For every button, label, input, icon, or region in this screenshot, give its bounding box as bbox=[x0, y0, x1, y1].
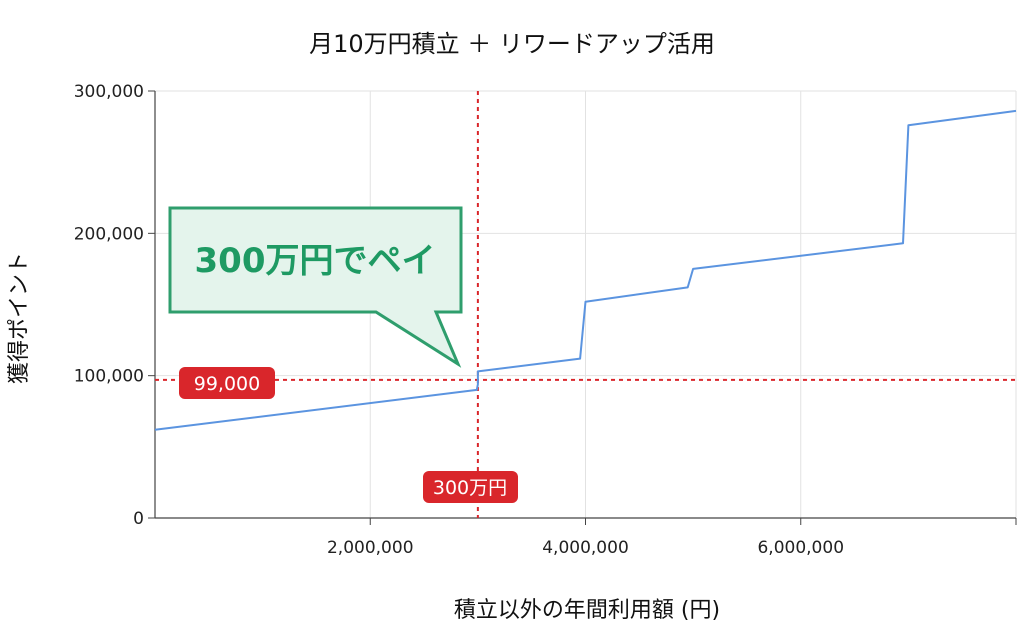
series-layer bbox=[154, 109, 1017, 431]
axes bbox=[148, 90, 1017, 525]
reference-x-badge-label: 300万円 bbox=[433, 477, 507, 499]
series-line bbox=[154, 109, 1017, 431]
x-tick-label: 2,000,000 bbox=[327, 538, 414, 558]
reference-y-badge-box bbox=[179, 367, 275, 399]
y-tick-label: 0 bbox=[133, 509, 144, 529]
x-tick-label: 4,000,000 bbox=[542, 538, 629, 558]
x-tick-label: 6,000,000 bbox=[757, 538, 844, 558]
y-tick-label: 200,000 bbox=[74, 224, 144, 244]
reference-y-badge: 99,000 bbox=[179, 367, 275, 399]
callout-text: 300万円でペイ bbox=[195, 241, 436, 281]
reference-x-badge-box bbox=[423, 471, 518, 503]
x-axis-label: 積立以外の年間利用額 (円) bbox=[454, 598, 720, 623]
reference-y-badge-label: 99,000 bbox=[194, 373, 260, 395]
y-axis-label: 獲得ポイント bbox=[7, 252, 32, 384]
reference-lines bbox=[155, 91, 1016, 518]
chart-title: 月10万円積立 ＋ リワードアップ活用 bbox=[309, 30, 715, 58]
tick-labels: 0 100,000 200,000 300,000 2,000,000 4,000,000… bbox=[74, 82, 844, 558]
y-tick-label: 100,000 bbox=[74, 367, 144, 387]
callout-box: 300万円でペイ bbox=[168, 206, 463, 368]
callout-shape bbox=[168, 206, 463, 368]
y-tick-label: 300,000 bbox=[74, 82, 144, 102]
reference-x-badge: 300万円 bbox=[423, 471, 518, 503]
